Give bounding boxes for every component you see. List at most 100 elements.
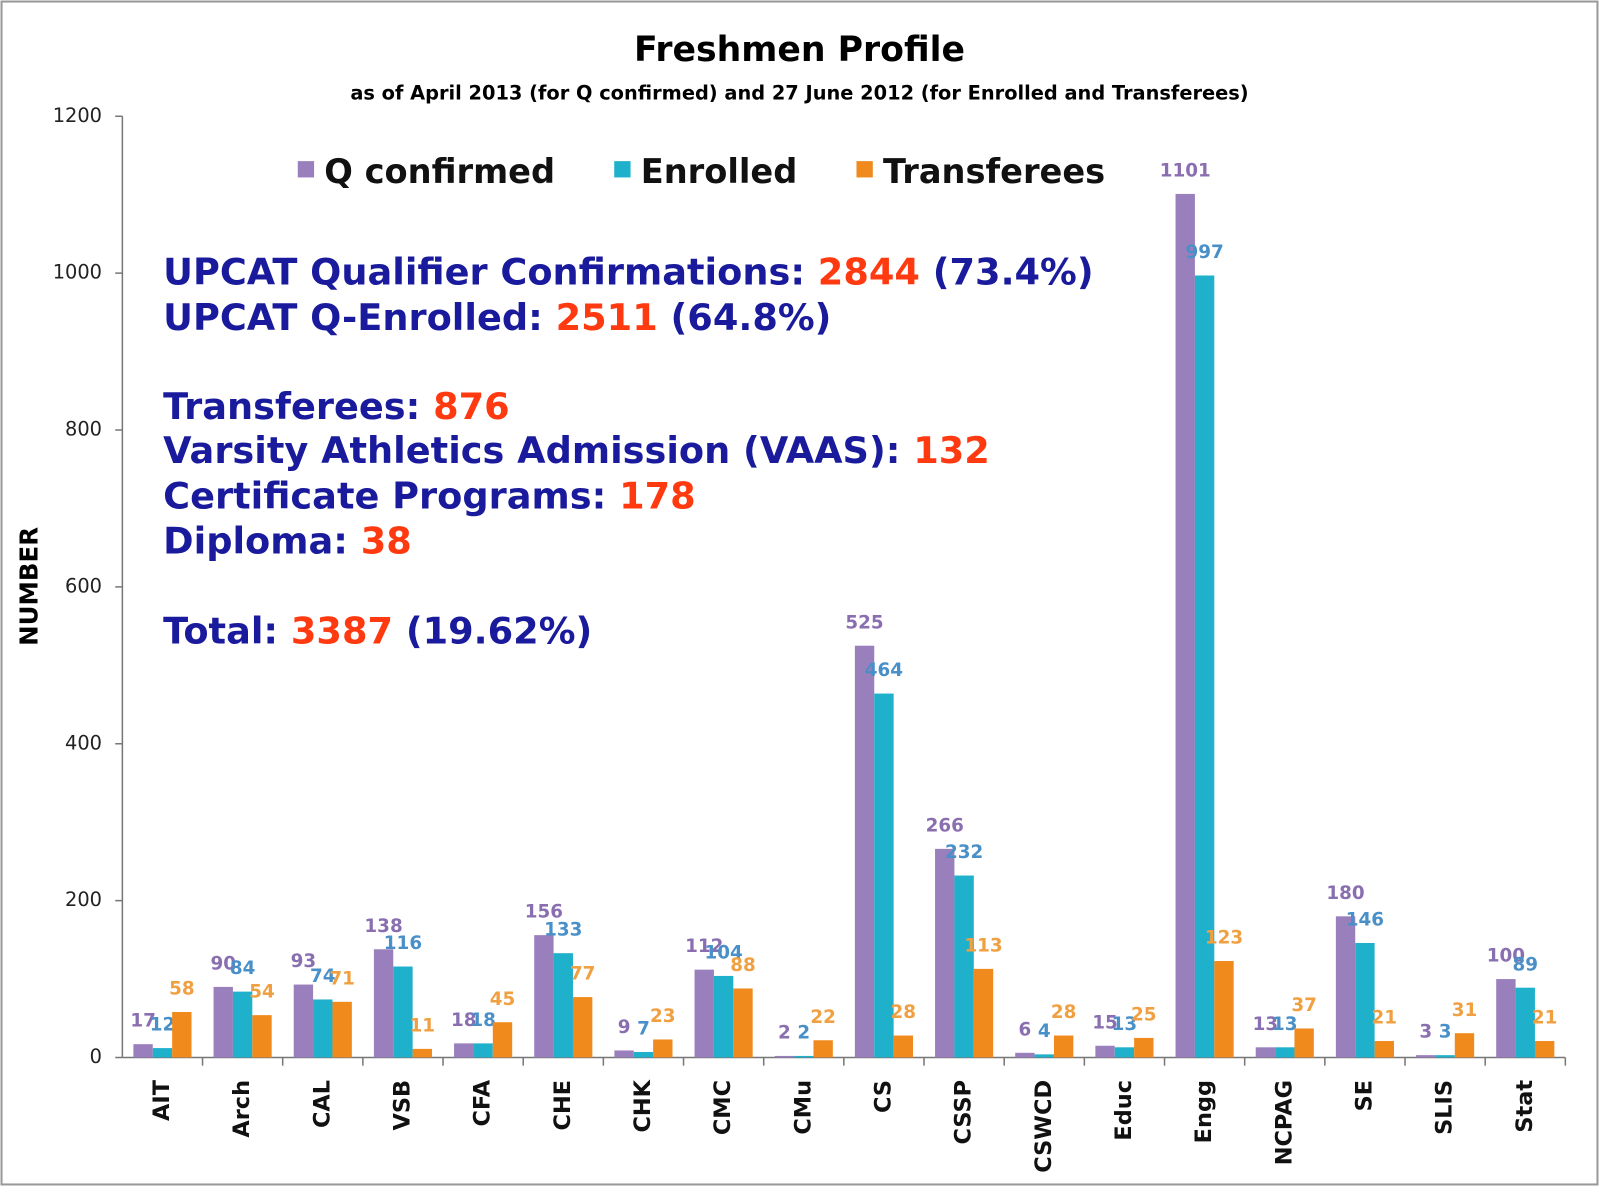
value-label: 90	[210, 953, 236, 974]
bar	[133, 1044, 153, 1058]
bar	[1435, 1055, 1455, 1058]
value-label: 9	[618, 1017, 631, 1038]
y-tick-label: 1200	[53, 104, 102, 127]
x-tick-label: CSSP	[951, 1080, 977, 1145]
bar	[534, 935, 554, 1058]
bar	[1335, 916, 1356, 1058]
bar	[152, 1048, 173, 1058]
bar	[1034, 1054, 1054, 1058]
annotation: Certificate Programs: 178	[163, 474, 696, 517]
value-label: 100	[1487, 946, 1525, 967]
annotation-number: 38	[361, 519, 412, 562]
value-label: 21	[1532, 1008, 1558, 1029]
value-label: 2	[778, 1023, 791, 1044]
bar	[813, 1040, 833, 1058]
bar	[313, 999, 333, 1058]
y-tick-label: 800	[65, 418, 102, 441]
x-tick-label: CMC	[710, 1080, 736, 1135]
value-label: 1101	[1160, 160, 1211, 181]
bar	[1515, 987, 1535, 1058]
bar	[794, 1055, 814, 1058]
bar	[1194, 275, 1215, 1058]
value-label: 28	[891, 1002, 917, 1023]
value-label: 464	[865, 660, 903, 681]
value-label: 146	[1346, 910, 1384, 931]
bar	[1214, 961, 1234, 1058]
annotation-note: (73.4%)	[933, 250, 1094, 293]
bar	[694, 969, 714, 1058]
bar	[412, 1048, 433, 1058]
y-axis-label: NUMBER	[15, 527, 44, 646]
bar	[1496, 979, 1516, 1058]
annotation: UPCAT Q-Enrolled: 2511 (64.8%)	[163, 296, 831, 339]
bar	[332, 1001, 352, 1058]
annotation: Varsity Athletics Admission (VAAS): 132	[163, 428, 990, 471]
bar	[653, 1039, 673, 1058]
x-tick-label: CFA	[470, 1079, 496, 1126]
annotation-number: 3387	[291, 609, 393, 652]
bar	[553, 953, 573, 1058]
value-label: 21	[1372, 1008, 1398, 1029]
x-tick-label: CS	[870, 1080, 896, 1113]
value-label: 88	[730, 955, 756, 976]
y-tick-label: 600	[65, 574, 102, 597]
bar	[232, 991, 253, 1058]
bar	[393, 966, 413, 1058]
bar	[572, 997, 593, 1058]
legend-swatch	[856, 161, 873, 178]
bar	[1134, 1037, 1154, 1058]
value-label: 84	[230, 958, 256, 979]
bar	[1175, 193, 1195, 1058]
x-tick-label: Arch	[229, 1080, 255, 1138]
value-label: 997	[1185, 242, 1223, 263]
bar	[854, 645, 875, 1058]
x-tick-label: CSWCD	[1031, 1080, 1057, 1173]
bar	[1053, 1035, 1074, 1058]
x-tick-label: SLIS	[1432, 1080, 1458, 1135]
chart-title: Freshmen Profile	[634, 30, 965, 70]
value-label: 77	[570, 964, 596, 985]
value-label: 3	[1439, 1022, 1452, 1043]
value-label: 25	[1131, 1004, 1157, 1025]
bar	[973, 968, 994, 1058]
x-tick-label: CAL	[309, 1080, 335, 1128]
value-label: 15	[1092, 1012, 1118, 1033]
bar	[473, 1043, 493, 1058]
annotation-label: Varsity Athletics Admission (VAAS):	[163, 428, 900, 471]
bar	[1095, 1045, 1115, 1058]
legend-swatch	[614, 161, 631, 178]
bar	[252, 1015, 272, 1058]
bar	[213, 986, 233, 1058]
annotation: Transferees: 876	[163, 384, 510, 427]
legend-swatch	[297, 161, 315, 178]
x-tick-label: Stat	[1512, 1080, 1538, 1133]
value-label: 89	[1512, 954, 1538, 975]
value-label: 116	[384, 933, 422, 954]
x-tick-label: AIT	[149, 1079, 175, 1121]
value-label: 4	[1038, 1021, 1051, 1042]
value-label: 18	[451, 1010, 477, 1031]
y-tick-label: 1000	[53, 261, 102, 284]
value-label: 104	[704, 942, 742, 963]
annotation-number: 2844	[818, 250, 920, 293]
annotation-note: (19.62%)	[406, 609, 592, 652]
value-label: 113	[964, 935, 1002, 956]
value-label: 6	[1019, 1019, 1032, 1040]
bar	[633, 1052, 654, 1058]
value-label: 2	[797, 1023, 810, 1044]
value-label: 13	[1253, 1014, 1279, 1035]
annotation: UPCAT Qualifier Confirmations: 2844 (73.…	[163, 250, 1093, 293]
y-tick-label: 200	[65, 888, 102, 911]
x-tick-label: Educ	[1111, 1080, 1137, 1141]
value-label: 3	[1419, 1022, 1432, 1043]
annotation: Diploma: 38	[163, 519, 412, 562]
x-tick-label: VSB	[389, 1080, 415, 1131]
annotation-number: 2511	[556, 296, 658, 339]
value-label: 37	[1291, 995, 1317, 1016]
legend-label: Enrolled	[641, 152, 798, 191]
value-label: 156	[525, 902, 563, 923]
bar	[1275, 1047, 1295, 1058]
annotation-number: 178	[619, 474, 696, 517]
